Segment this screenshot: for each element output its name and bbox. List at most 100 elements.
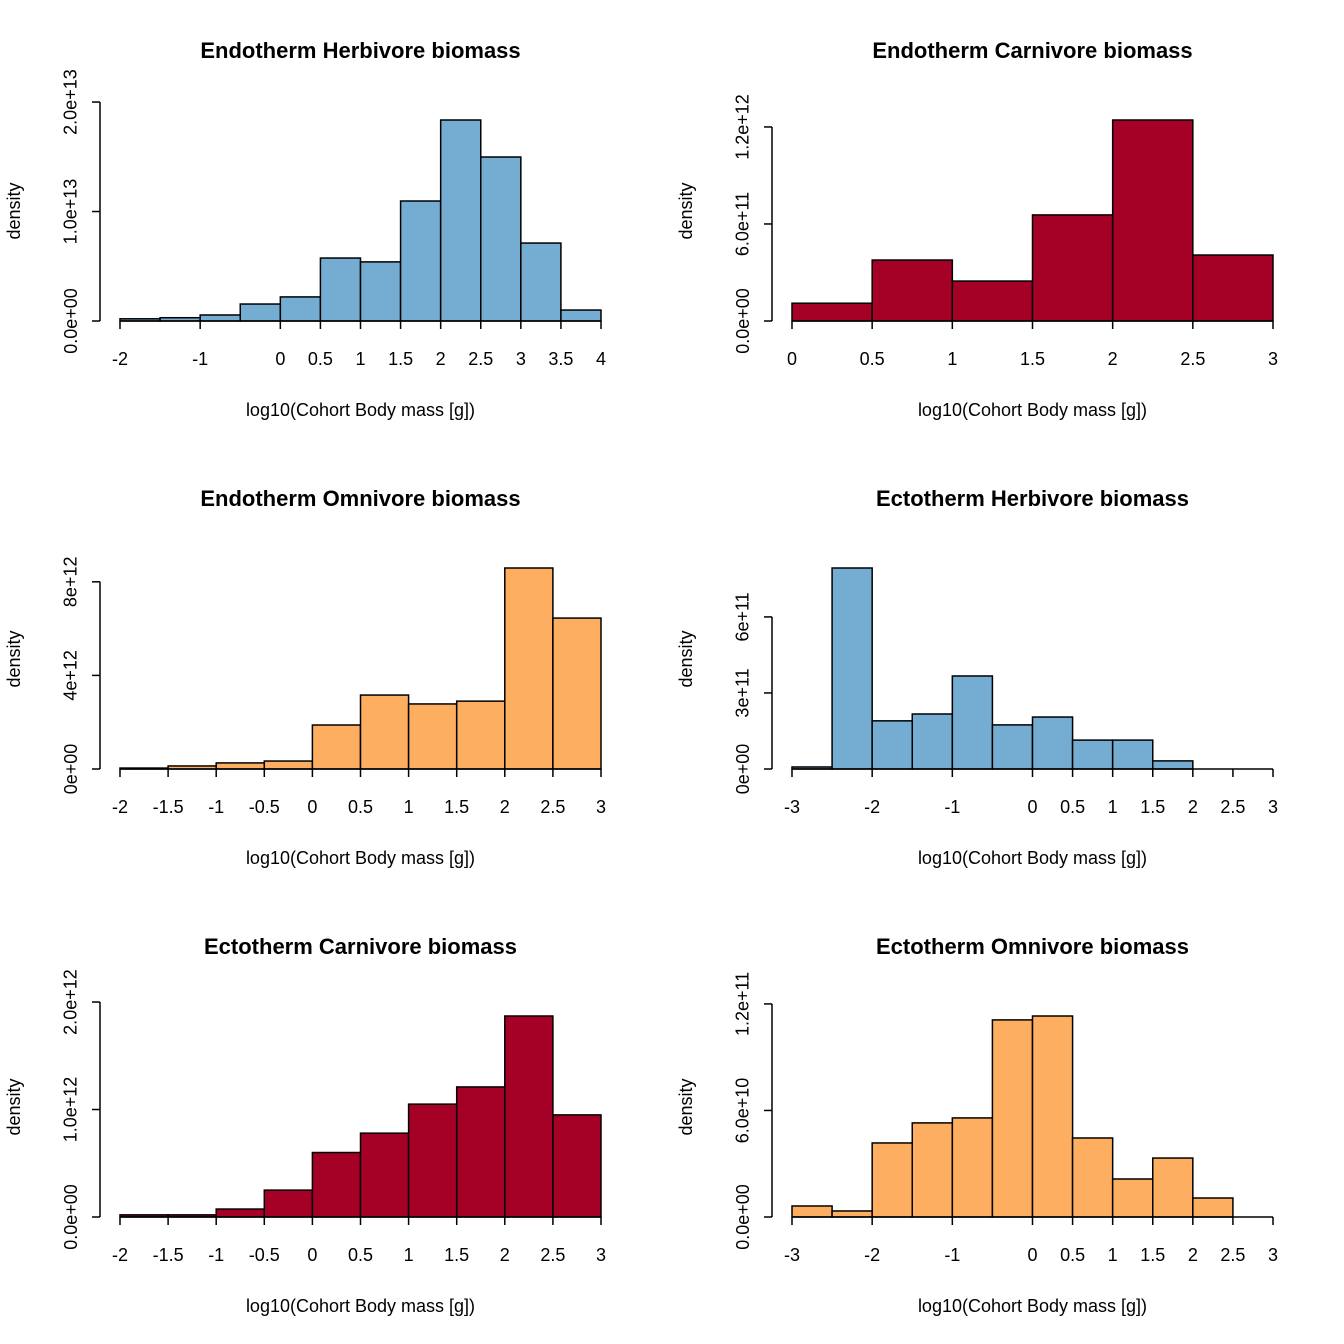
x-tick-label: 2 — [500, 1245, 510, 1265]
y-tick-label: 6.0e+10 — [733, 1078, 753, 1144]
panel: Ectotherm Omnivore biomass log10(Cohort B… — [676, 934, 1278, 1316]
chart-title: Endotherm Omnivore biomass — [200, 486, 520, 511]
bar — [359, 261, 402, 322]
bar — [871, 259, 954, 322]
bar — [1031, 1015, 1074, 1218]
bar — [319, 257, 362, 322]
x-tick-label: 3 — [516, 349, 526, 369]
x-tick-label: 0.5 — [1060, 1245, 1085, 1265]
y-tick-label: 6e+11 — [733, 592, 753, 641]
bar — [1152, 1157, 1194, 1218]
bar — [239, 303, 282, 322]
x-axis-label: log10(Cohort Body mass [g]) — [246, 400, 475, 420]
x-tick-label: 0.5 — [348, 1245, 373, 1265]
x-tick-label: -1 — [208, 797, 224, 817]
x-tick-label: 1 — [1108, 797, 1118, 817]
x-tick-label: 1.5 — [1140, 797, 1165, 817]
y-axis-label: density — [676, 182, 696, 239]
y-axis-label: density — [4, 182, 24, 239]
bar — [831, 1210, 873, 1218]
chart-title: Ectotherm Omnivore biomass — [876, 934, 1189, 959]
chart-title: Endotherm Carnivore biomass — [872, 38, 1192, 63]
y-tick-label: 2.0e+12 — [61, 969, 81, 1035]
y-tick-label: 1.2e+11 — [733, 972, 753, 1036]
x-tick-label: 3 — [596, 797, 606, 817]
y-axis-label: density — [4, 630, 24, 687]
x-tick-label: 0 — [1027, 1245, 1037, 1265]
bar — [1152, 760, 1194, 770]
x-tick-label: 3 — [1268, 797, 1278, 817]
bar — [1192, 1197, 1234, 1218]
bar — [552, 617, 602, 770]
x-tick-label: 2.5 — [540, 1245, 565, 1265]
panel: Endotherm Omnivore biomass log10(Cohort B… — [4, 486, 606, 868]
x-tick-label: -1.5 — [153, 1245, 184, 1265]
y-tick-label: 2.0e+13 — [61, 69, 81, 135]
bar — [263, 760, 314, 770]
y-tick-label: 3e+11 — [733, 668, 753, 717]
y-tick-label: 0.0e+00 — [61, 1184, 81, 1250]
bar — [407, 1103, 458, 1218]
x-tick-label: 1.5 — [1020, 349, 1045, 369]
bar — [263, 1189, 314, 1218]
x-tick-label: 1 — [947, 349, 957, 369]
x-axis-label: log10(Cohort Body mass [g]) — [246, 1296, 475, 1316]
bar — [1031, 214, 1114, 322]
x-axis-label: log10(Cohort Body mass [g]) — [918, 400, 1147, 420]
x-tick-label: -2 — [864, 1245, 880, 1265]
x-tick-label: 2.5 — [468, 349, 493, 369]
x-axis-label: log10(Cohort Body mass [g]) — [918, 1296, 1147, 1316]
y-tick-label: 4e+12 — [61, 650, 81, 701]
panel: Ectotherm Herbivore biomass log10(Cohort … — [676, 486, 1278, 868]
bar — [520, 242, 562, 322]
bar — [279, 296, 322, 322]
bar — [1192, 254, 1274, 322]
y-axis-label: density — [676, 1078, 696, 1135]
x-tick-label: 3 — [596, 1245, 606, 1265]
x-tick-label: -2 — [864, 797, 880, 817]
bar — [991, 724, 1034, 770]
x-tick-label: -2 — [112, 797, 128, 817]
bar — [951, 675, 994, 770]
x-tick-label: 1 — [355, 349, 365, 369]
x-tick-label: 1.5 — [1140, 1245, 1165, 1265]
bar — [871, 720, 914, 770]
chart-title: Ectotherm Herbivore biomass — [876, 486, 1189, 511]
x-tick-label: -1 — [208, 1245, 224, 1265]
y-tick-label: 1.0e+13 — [61, 179, 81, 245]
x-tick-label: 1.5 — [444, 797, 469, 817]
bar — [199, 314, 242, 322]
bar — [480, 156, 522, 322]
x-tick-label: 0.5 — [860, 349, 885, 369]
x-tick-label: 2.5 — [1220, 797, 1245, 817]
panel: Endotherm Herbivore biomass log10(Cohort … — [4, 38, 606, 420]
bar — [1071, 1137, 1114, 1218]
bar — [311, 1151, 362, 1218]
x-tick-label: -0.5 — [249, 797, 280, 817]
panel: Endotherm Carnivore biomass log10(Cohort … — [676, 38, 1278, 420]
x-tick-label: 2 — [1108, 349, 1118, 369]
x-tick-label: -1 — [944, 1245, 960, 1265]
chart-title: Endotherm Herbivore biomass — [200, 38, 520, 63]
bar — [407, 703, 458, 770]
x-tick-label: 1.5 — [444, 1245, 469, 1265]
x-tick-label: 0 — [275, 349, 285, 369]
bar — [455, 1086, 506, 1218]
bar — [215, 1208, 266, 1218]
bar — [791, 302, 873, 322]
x-tick-label: 0.5 — [348, 797, 373, 817]
bar — [359, 1132, 410, 1218]
x-tick-label: -0.5 — [249, 1245, 280, 1265]
x-tick-label: 2.5 — [540, 797, 565, 817]
bar — [311, 724, 362, 770]
x-tick-label: -2 — [112, 1245, 128, 1265]
x-tick-label: 2 — [500, 797, 510, 817]
y-axis-label: density — [4, 1078, 24, 1135]
y-tick-label: 0e+00 — [733, 744, 753, 795]
bar — [791, 1205, 833, 1218]
x-tick-label: 2.5 — [1180, 349, 1205, 369]
y-tick-label: 0.0e+00 — [733, 288, 753, 354]
bar — [1071, 739, 1114, 770]
x-tick-label: 1 — [404, 1245, 414, 1265]
bar — [911, 1122, 954, 1218]
